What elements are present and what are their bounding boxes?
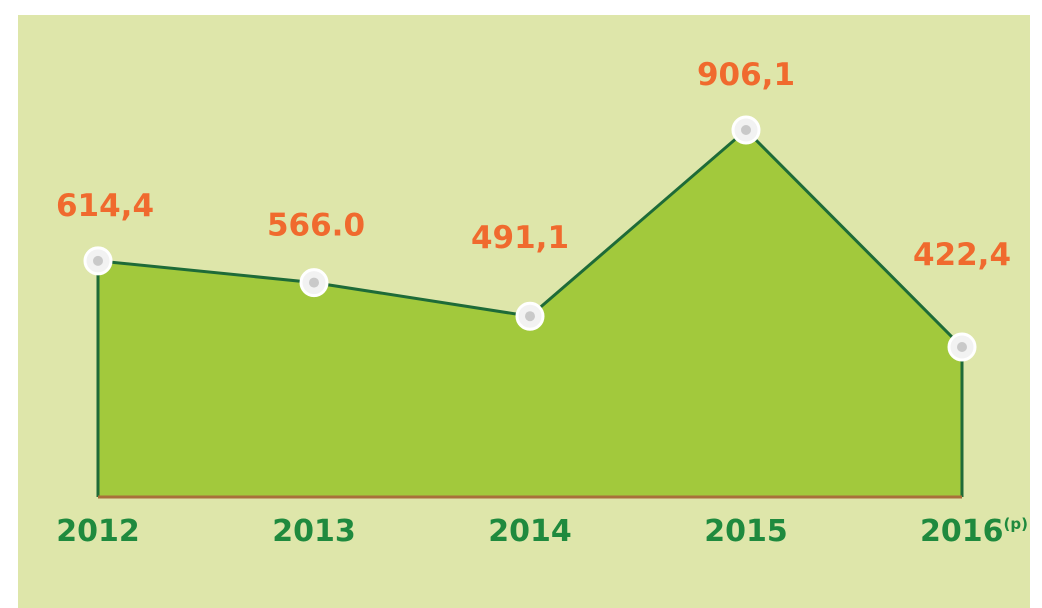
point-center (957, 342, 967, 353)
point-center (309, 277, 319, 288)
point-center (741, 125, 751, 136)
category-label: 2012 (56, 514, 140, 549)
value-label: 491,1 (471, 220, 569, 256)
value-label: 906,1 (697, 57, 795, 93)
value-label: 566.0 (267, 208, 365, 244)
category-label: 2013 (272, 514, 356, 549)
value-label: 614,4 (56, 188, 154, 224)
category-label: 2015 (704, 514, 788, 549)
point-center (525, 311, 535, 322)
category-sup: (p) (1004, 515, 1028, 533)
area (98, 130, 962, 497)
point-center (93, 255, 103, 266)
category-label: 2014 (488, 514, 572, 549)
value-label: 422,4 (913, 237, 1011, 273)
category-label: 2016(p) (920, 514, 1028, 549)
category-main: 2016 (920, 514, 1004, 549)
